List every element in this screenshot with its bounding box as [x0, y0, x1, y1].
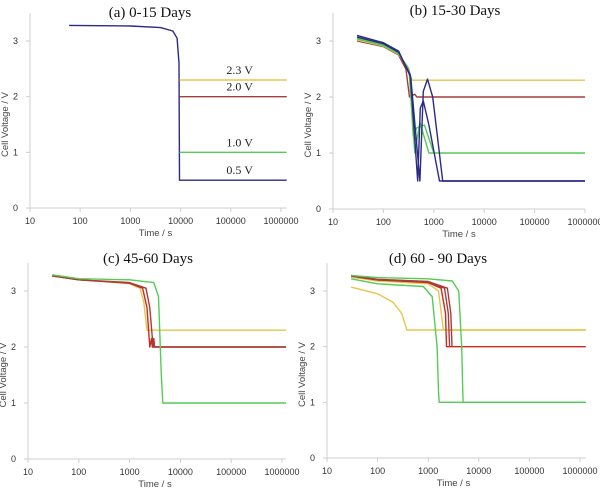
y-tick-label: 2: [316, 92, 321, 102]
x-tick-label: 10: [23, 467, 33, 477]
subplot-c: 10 100 1000 10000 100000 1000000 0 1 2 3 (c) 45-60…: [0, 251, 300, 488]
y-tick-label: 0: [310, 453, 315, 463]
x-tick-label: 10: [328, 217, 338, 227]
x-axis-label: Time / s: [437, 478, 471, 488]
y-axis-label: Cell Voltage / V: [297, 341, 308, 407]
subplot-title: (c) 45-60 Days: [103, 251, 193, 267]
series-line-2: [52, 275, 286, 348]
x-tick-label: 10: [322, 466, 332, 476]
subplot-b: 10 100 1000 10000 100000 1000000 0 1 2 3 (b) 15-30…: [303, 3, 600, 240]
x-tick-label: 1000000: [562, 466, 597, 476]
y-tick-label: 2: [13, 92, 18, 102]
x-tick-label: 1000: [418, 466, 438, 476]
subplot-title: (b) 15-30 Days: [410, 3, 501, 19]
subplot-title: (a) 0-15 Days: [109, 5, 192, 21]
x-tick-label: 100000: [514, 466, 544, 476]
y-tick-label: 1: [310, 397, 315, 407]
y-tick-label: 3: [11, 286, 16, 296]
series-line-0: [69, 24, 287, 181]
x-tick-label: 1000000: [264, 467, 299, 477]
x-tick-label: 100: [376, 217, 391, 227]
x-tick-label: 10000: [472, 217, 497, 227]
y-tick-label: 3: [316, 36, 321, 46]
series-line-1: [356, 39, 585, 81]
y-axis-label: Cell Voltage / V: [303, 92, 314, 158]
series-line-5: [356, 34, 585, 182]
x-tick-label: 100000: [216, 467, 246, 477]
y-tick-label: 1: [316, 148, 321, 158]
subplot-a: 10 100 1000 10000 100000 1000000 0 1 2 3 (a) 0-15 …: [0, 5, 299, 239]
x-axis-label: Time / s: [442, 229, 476, 240]
y-axis-label: Cell Voltage / V: [0, 91, 11, 157]
x-tick-label: 1000: [120, 467, 140, 477]
series-line-2: [350, 276, 586, 331]
series-line-0: [52, 275, 286, 331]
y-tick-label: 0: [11, 454, 16, 464]
x-tick-label: 10000: [168, 467, 193, 477]
series-line-5: [350, 274, 453, 347]
series-line-0: [350, 286, 586, 331]
series-line-1: [350, 278, 586, 403]
y-tick-label: 0: [13, 203, 18, 213]
x-tick-label: 10000: [168, 216, 193, 226]
series-line-3: [356, 37, 435, 154]
x-tick-label: 1000: [424, 217, 444, 227]
y-tick-label: 1: [11, 398, 16, 408]
series-line-3: [52, 274, 286, 404]
series-line-6: [351, 274, 586, 403]
x-tick-label: 10000: [466, 466, 491, 476]
voltage-annotation: 2.3 V: [226, 63, 253, 77]
y-tick-label: 2: [310, 342, 315, 352]
x-tick-label: 100: [73, 216, 88, 226]
x-tick-label: 1000000: [263, 216, 298, 226]
x-tick-label: 1000: [120, 216, 140, 226]
x-tick-label: 10: [25, 216, 35, 226]
x-tick-label: 100: [71, 467, 86, 477]
voltage-annotation: 2.0 V: [226, 80, 253, 94]
series-line-4: [356, 36, 585, 182]
subplot-title: (d) 60 - 90 Days: [389, 251, 487, 267]
x-axis-label: Time / s: [138, 479, 172, 488]
voltage-annotation: 1.0 V: [226, 135, 253, 149]
x-axis-label: Time / s: [139, 228, 173, 239]
series-line-3: [350, 275, 586, 348]
x-tick-label: 100000: [216, 216, 246, 226]
voltage-annotation: 0.5 V: [226, 163, 253, 177]
series-line-2: [356, 38, 585, 154]
y-tick-label: 0: [316, 204, 321, 214]
series-line-1: [52, 275, 286, 348]
x-tick-label: 100: [370, 466, 385, 476]
x-tick-label: 1000000: [567, 217, 600, 227]
y-axis-label: Cell Voltage / V: [0, 342, 9, 408]
y-tick-label: 3: [13, 36, 18, 46]
x-tick-label: 100000: [520, 217, 550, 227]
y-tick-label: 1: [13, 147, 18, 157]
y-tick-label: 2: [11, 342, 16, 352]
y-tick-label: 3: [310, 286, 315, 296]
subplot-d: 10 100 1000 10000 100000 1000000 0 1 2 3 (d) 60 - …: [297, 251, 598, 488]
